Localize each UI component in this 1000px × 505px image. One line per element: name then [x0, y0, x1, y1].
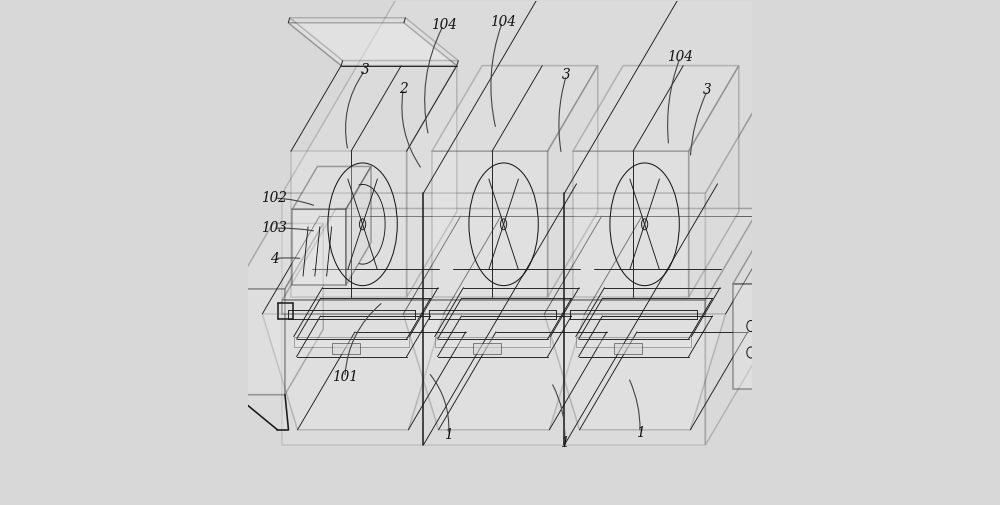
Polygon shape [262, 314, 444, 430]
Polygon shape [548, 66, 598, 297]
Polygon shape [407, 66, 457, 297]
Polygon shape [292, 167, 371, 209]
Polygon shape [292, 209, 346, 285]
Polygon shape [435, 337, 550, 346]
Polygon shape [291, 152, 407, 297]
Polygon shape [689, 66, 739, 297]
Text: 3: 3 [703, 83, 712, 97]
Polygon shape [282, 300, 705, 314]
Polygon shape [288, 23, 457, 66]
Polygon shape [767, 247, 789, 389]
Text: 1: 1 [636, 426, 644, 440]
Polygon shape [473, 343, 501, 354]
Text: 2: 2 [399, 82, 408, 96]
Polygon shape [403, 314, 585, 430]
Text: 104: 104 [431, 18, 457, 32]
Text: 103: 103 [261, 221, 287, 235]
Polygon shape [282, 193, 705, 445]
Text: 1: 1 [560, 436, 569, 450]
Polygon shape [285, 224, 323, 394]
Polygon shape [282, 209, 759, 300]
Text: 3: 3 [361, 63, 369, 77]
Polygon shape [733, 284, 767, 389]
Polygon shape [573, 66, 739, 152]
Polygon shape [294, 337, 409, 346]
Polygon shape [432, 152, 548, 297]
Polygon shape [733, 247, 789, 284]
Text: 3: 3 [562, 68, 571, 82]
Polygon shape [332, 343, 360, 354]
Text: 101: 101 [332, 370, 358, 384]
Ellipse shape [641, 219, 648, 230]
Polygon shape [235, 394, 288, 430]
Polygon shape [282, 0, 859, 193]
Polygon shape [544, 314, 726, 430]
Ellipse shape [500, 219, 507, 230]
Text: 102: 102 [261, 191, 287, 205]
Polygon shape [576, 337, 691, 346]
Text: 104: 104 [490, 15, 515, 29]
Polygon shape [614, 343, 642, 354]
Polygon shape [290, 18, 458, 61]
Polygon shape [705, 0, 859, 445]
Text: 1: 1 [444, 428, 453, 442]
Polygon shape [235, 289, 285, 394]
Text: 4: 4 [270, 251, 279, 266]
Polygon shape [235, 224, 323, 289]
Polygon shape [432, 66, 598, 152]
Polygon shape [573, 152, 689, 297]
Polygon shape [346, 167, 371, 285]
Text: 104: 104 [667, 50, 693, 64]
Ellipse shape [359, 219, 366, 230]
